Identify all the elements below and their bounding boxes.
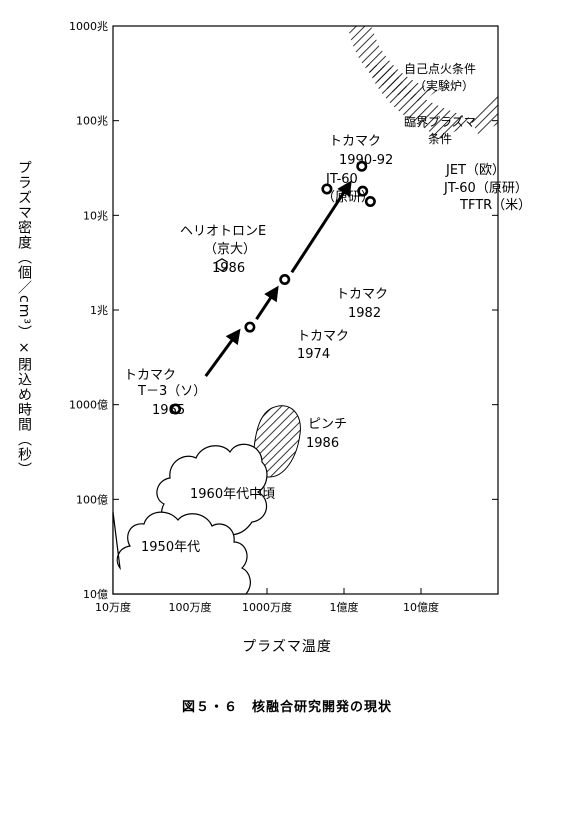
figure-caption: 図５・６ 核融合研究開発の現状: [181, 700, 392, 715]
y-axis-label: プラズマ密度（個／cm³）×閉込め時間（秒）: [16, 160, 32, 477]
data-points: [170, 160, 376, 415]
upper-right-hatch: [470, 96, 498, 134]
y-tick-label: 10億: [83, 588, 108, 601]
y-tick-labels: 10億 100億 1000億 1兆 10兆 100兆 1000兆: [69, 20, 108, 601]
point-tok1982: [279, 273, 291, 285]
y-tick-label: 1000億: [69, 399, 108, 412]
point-tftr: [364, 195, 376, 207]
point-jt60a: [321, 183, 333, 195]
progress-arrows: [204, 180, 352, 378]
x-axis-label: プラズマ温度: [242, 639, 332, 655]
progress-arrow: [204, 328, 241, 378]
progress-arrow: [255, 285, 279, 321]
x-tick-label: 100万度: [169, 600, 212, 614]
progress-arrow: [290, 180, 352, 274]
label-heliotron: ヘリオトロンE （京大） 1986: [180, 224, 270, 276]
label-tok1982: トカマク 1982: [336, 287, 392, 321]
label-breakeven: 臨界プラズマ 条件: [404, 114, 480, 146]
label-t3: トカマク T－3（ソ） 1965: [124, 368, 210, 418]
y-tick-label: 100兆: [76, 115, 108, 128]
y-tick-label: 100億: [76, 493, 108, 506]
label-jt60b: JT-60（原研）: [443, 181, 528, 196]
x-tick-label: 10億度: [403, 600, 439, 614]
x-tick-label: 10万度: [95, 600, 131, 614]
label-jt60a: JT-60 （原研）: [322, 172, 374, 205]
label-pinch: ピンチ 1986: [306, 417, 351, 451]
cloud-1950s: [112, 511, 251, 595]
label-tokamak-1990-92: トカマク 1990-92: [329, 134, 393, 168]
x-tick-labels: 10万度 100万度 1000万度 1億度 10億度: [95, 600, 439, 614]
point-tok1974: [244, 321, 256, 333]
breakeven-band-hatch: [366, 64, 470, 140]
point-jet: [356, 160, 368, 172]
y-axis-label-wrap: プラズマ密度（個／cm³）×閉込め時間（秒）: [14, 160, 54, 490]
y-tick-label: 1000兆: [69, 20, 108, 33]
y-tick-label: 10兆: [83, 209, 108, 222]
label-ignition: 自己点火条件 （実験炉）: [404, 62, 480, 93]
label-jet: JET（欧）: [445, 163, 505, 178]
label-tftr: TFTR（米）: [459, 198, 531, 213]
point-jt60b: [357, 185, 369, 197]
ignition-band: [348, 26, 438, 102]
point-heliotron: [216, 258, 228, 272]
label-tok1974: トカマク 1974: [297, 329, 353, 362]
label-1950s: 1950年代: [141, 540, 200, 555]
pinch-region: [252, 405, 301, 478]
x-tick-label: 1億度: [330, 600, 359, 614]
point-t3: [170, 403, 182, 415]
x-tick-label: 1000万度: [242, 600, 292, 614]
y-tick-label: 1兆: [90, 304, 108, 317]
label-mid1960s: 1960年代中頃: [190, 487, 275, 502]
